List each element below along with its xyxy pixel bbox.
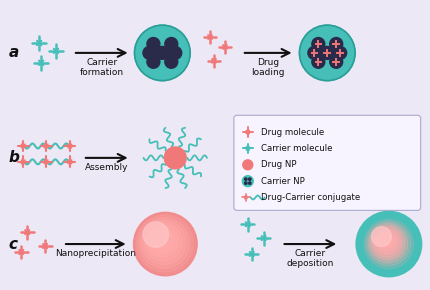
Circle shape — [370, 225, 405, 260]
Circle shape — [372, 227, 391, 246]
Circle shape — [134, 212, 197, 276]
Circle shape — [243, 176, 253, 186]
Circle shape — [135, 25, 190, 81]
Circle shape — [366, 221, 411, 266]
Circle shape — [152, 231, 171, 250]
Circle shape — [156, 46, 169, 59]
Text: Carrier molecule: Carrier molecule — [261, 144, 332, 153]
Text: b: b — [8, 151, 19, 165]
Circle shape — [164, 147, 186, 169]
Circle shape — [147, 225, 178, 257]
FancyBboxPatch shape — [234, 115, 421, 210]
Text: Drug molecule: Drug molecule — [261, 128, 324, 137]
Text: Drug-Carrier conjugate: Drug-Carrier conjugate — [261, 193, 360, 202]
Text: a: a — [8, 46, 18, 60]
Circle shape — [299, 25, 355, 81]
Circle shape — [330, 55, 343, 68]
Circle shape — [243, 160, 253, 170]
Circle shape — [321, 46, 334, 59]
Circle shape — [368, 223, 408, 263]
Circle shape — [249, 178, 251, 180]
Circle shape — [364, 219, 414, 269]
Circle shape — [378, 233, 393, 248]
Text: Carrier NP: Carrier NP — [261, 177, 304, 186]
Circle shape — [147, 55, 160, 68]
Text: c: c — [8, 237, 17, 251]
Circle shape — [165, 37, 178, 50]
Circle shape — [312, 37, 325, 50]
Circle shape — [308, 46, 321, 59]
Circle shape — [334, 46, 347, 59]
Circle shape — [144, 223, 182, 261]
Circle shape — [154, 233, 167, 246]
Circle shape — [141, 220, 186, 264]
Circle shape — [376, 231, 396, 251]
Circle shape — [330, 37, 343, 50]
Circle shape — [147, 37, 160, 50]
Circle shape — [374, 229, 399, 254]
Circle shape — [134, 212, 197, 276]
Circle shape — [382, 238, 387, 242]
Circle shape — [245, 178, 247, 180]
Circle shape — [380, 235, 390, 245]
Circle shape — [364, 219, 414, 269]
Text: Carrier
deposition: Carrier deposition — [287, 249, 334, 268]
Circle shape — [249, 182, 251, 184]
Circle shape — [143, 46, 156, 59]
Circle shape — [356, 211, 422, 277]
Circle shape — [245, 182, 247, 184]
Text: Drug NP: Drug NP — [261, 160, 296, 169]
Text: Assembly: Assembly — [85, 163, 129, 172]
Text: Carrier
formation: Carrier formation — [80, 58, 124, 77]
Circle shape — [312, 55, 325, 68]
Circle shape — [372, 227, 402, 257]
Circle shape — [143, 222, 169, 247]
Circle shape — [136, 215, 194, 272]
Circle shape — [149, 228, 175, 253]
Text: Drug
loading: Drug loading — [252, 58, 285, 77]
Circle shape — [165, 55, 178, 68]
Circle shape — [169, 46, 182, 59]
Circle shape — [139, 218, 190, 268]
Text: Nanoprecipitation: Nanoprecipitation — [55, 249, 136, 258]
Circle shape — [157, 236, 163, 242]
